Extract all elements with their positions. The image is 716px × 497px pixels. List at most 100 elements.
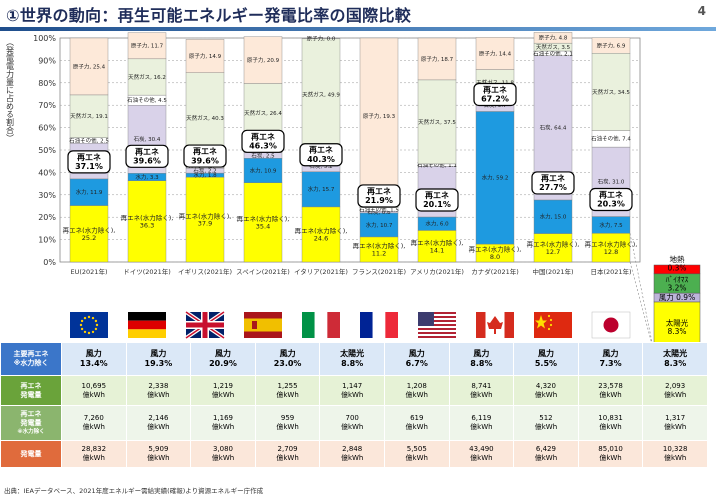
table-cell: 2,848 億kWh: [319, 440, 385, 468]
page-number: 4: [697, 4, 706, 18]
table-cell: 太陽光 8.3%: [642, 342, 708, 376]
segment-label: 水力, 3.3: [135, 173, 159, 181]
bar-segment: [243, 182, 283, 263]
source-note: 出典：IEAデータベース、2021年度エネルギー需給実績(確報)より資源エネルギ…: [4, 487, 264, 495]
y-tick-label: 30%: [38, 191, 56, 200]
segment-label: 天然ガス, 40.3: [186, 114, 224, 122]
segment-label: 天然ガス, 49.9: [302, 90, 340, 98]
y-tick-label: 90%: [38, 56, 56, 65]
renewable-total-callout: [183, 144, 227, 168]
segment-label: 原子力, 18.7: [421, 55, 454, 63]
table-cell: 風力 19.3%: [125, 342, 192, 376]
bar-segment: [127, 180, 167, 263]
segment-label: 再エネ(水力除く), 24.6: [295, 226, 348, 242]
y-tick-label: 20%: [38, 213, 56, 222]
renewable-total-label: 再エネ 37.1%: [75, 152, 103, 171]
renewable-total-callout: [589, 187, 633, 212]
bar-segment: [301, 206, 341, 263]
bar-segment: [533, 199, 573, 234]
segment-label: 天然ガス, 16.2: [128, 73, 166, 81]
renewable-total-callout: [241, 129, 285, 153]
eu-flag-icon: [70, 312, 108, 338]
y-axis-label: （発電電力量に占める割合）: [6, 38, 15, 142]
segment-label: 水力, 10.9: [250, 166, 277, 174]
segment-label: 水力, 11.9: [76, 188, 103, 196]
segment-label: 再エネ(水力除く), 12.7: [527, 239, 580, 255]
segment-label: 原子力, 6.9: [597, 41, 626, 49]
japan-breakdown-segment: [653, 264, 701, 275]
table-cell: 6,429 億kWh: [513, 440, 579, 468]
segment-label: 水力, 15.0: [540, 213, 567, 221]
renewable-total-callout: [67, 150, 111, 174]
table-row-renewable-excl-hydro: 再エネ 発電量 ※水力除く 7,260 億kWh 2,146 億kWh 1,169 億kWh 95…: [0, 405, 708, 441]
bar-segment: [69, 37, 109, 96]
table-cell: 3,080 億kWh: [190, 440, 256, 468]
segment-label: 石炭, 0.8: [367, 209, 391, 216]
segment-label: 天然ガス, 19.1: [70, 112, 108, 120]
segment-label: 石炭, 30.4: [134, 136, 161, 143]
table-row-total-generation: 発電量 28,832 億kWh 5,909 億kWh 3,080 億kWh 2,709 億kWh…: [0, 440, 708, 468]
table-cell: 風力 5.5%: [513, 342, 579, 376]
segment-label: 石炭, 2.2: [193, 168, 216, 175]
renewable-total-label: 再エネ 39.6%: [133, 146, 161, 165]
segment-label: 石油その他, 1.1: [417, 161, 457, 169]
table-cell: 1,208 億kWh: [383, 375, 450, 406]
bar-segment: [591, 53, 631, 131]
table-row-header: 発電量: [0, 440, 62, 468]
table-cell: 10,831 億kWh: [577, 405, 644, 441]
category-label: アメリカ(2021年): [410, 267, 464, 276]
bar-segment: [69, 205, 109, 263]
spain-flag-icon: [244, 312, 282, 338]
renewable-total-label: 再エネ 67.2%: [481, 84, 509, 103]
segment-label: 水力, 15.7: [308, 185, 335, 193]
japan-breakdown-label: 風力 0.9%: [659, 292, 695, 302]
table-row-header: 再エネ 発電量 ※水力除く: [0, 405, 62, 441]
category-label: 中国(2021年): [532, 267, 573, 276]
segment-label: 石油その他, 2.5: [69, 136, 109, 144]
japan-breakdown-label: 地熱 0.3%: [667, 254, 686, 273]
y-tick-label: 50%: [38, 146, 56, 155]
table-cell: 4,320 億kWh: [513, 375, 579, 406]
bar-segment: [417, 79, 457, 165]
table-cell: 2,146 億kWh: [125, 405, 192, 441]
segment-label: 再エネ(水力除く), 14.1: [411, 238, 464, 254]
table-cell: 2,093 億kWh: [642, 375, 708, 406]
table-cell: 風力 7.3%: [577, 342, 644, 376]
segment-label: 石炭, 31.0: [598, 179, 625, 186]
table-cell: 風力 8.8%: [448, 342, 515, 376]
table-cell: 風力 6.7%: [383, 342, 450, 376]
table-cell: 5,505 億kWh: [383, 440, 450, 468]
france-flag-icon: [360, 312, 398, 338]
y-tick-label: 100%: [33, 34, 56, 43]
bar-segment: [359, 37, 399, 195]
japan-connector: [629, 261, 652, 342]
italy-flag-icon: [302, 312, 340, 338]
segment-label: 再エネ(水力除く), 36.3: [121, 213, 174, 229]
category-label: フランス(2021年): [352, 267, 406, 276]
renewable-total-callout: [125, 144, 169, 168]
canada-flag-icon: [476, 312, 514, 338]
bar-segment: [359, 236, 399, 263]
table-cell: 風力 23.0%: [254, 342, 321, 376]
bar-segment: [475, 111, 515, 245]
segment-label: 水力, 59.2: [482, 174, 509, 182]
segment-label: 石炭, 5.2: [309, 163, 332, 170]
segment-label: 原子力, 0.0: [307, 35, 336, 43]
table-row-header: 再エネ 発電量: [0, 375, 62, 406]
table-cell: 風力 13.4%: [61, 342, 127, 376]
japan-breakdown-label: 太陽光 8.3%: [666, 317, 689, 336]
bar-segment: [533, 233, 573, 263]
japan-connector: [629, 233, 653, 342]
segment-label: 再エネ(水力除く), 25.2: [63, 225, 116, 241]
y-tick-label: 40%: [38, 168, 56, 177]
bar-segment: [243, 158, 283, 183]
segment-label: 水力, 6.0: [425, 220, 449, 228]
table-cell: 風力 20.9%: [190, 342, 256, 376]
page-title: ①世界の動向：再生可能エネルギー発電比率の国際比較: [6, 6, 412, 25]
segment-label: 石油その他, 7.4: [591, 135, 631, 143]
segment-label: 再エネ(水力除く), 8.0: [469, 245, 522, 261]
stacked-bar-chart: 0% 10% 20% 30% 40% 50% 60% 70% 80% 90% 100% （発電電力量に…: [6, 32, 701, 342]
segment-label: 水力, 1.8: [193, 171, 217, 179]
renewable-total-callout: [531, 171, 575, 195]
table-cell: 2,338 億kWh: [125, 375, 192, 406]
